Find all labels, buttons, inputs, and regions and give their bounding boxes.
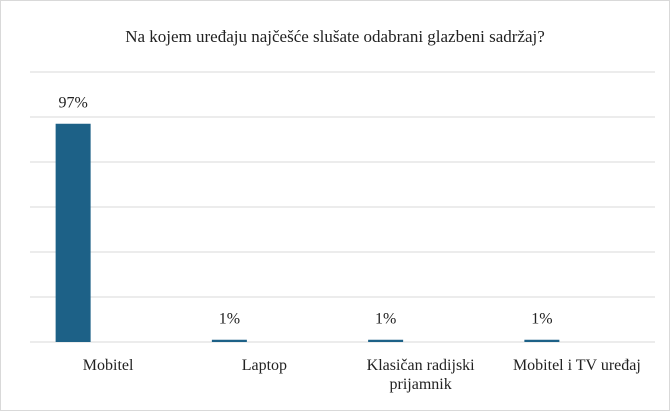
data-label: 97%: [58, 94, 87, 111]
data-label: 1%: [219, 310, 240, 327]
x-tick-label: Laptop: [241, 357, 288, 374]
chart-title: Na kojem uređaju najčešće slušate odabra…: [125, 27, 545, 46]
data-label: 1%: [375, 310, 396, 327]
x-tick-label: Mobitel i TV uređaj: [512, 357, 641, 374]
bar: [55, 123, 91, 342]
x-tick-label: Klasičan radijski prijamnik: [366, 357, 475, 393]
data-label: 1%: [531, 310, 552, 327]
bar: [368, 339, 404, 342]
bar: [524, 339, 560, 342]
x-tick-label: Mobitel: [82, 357, 134, 374]
bar: [211, 339, 247, 342]
